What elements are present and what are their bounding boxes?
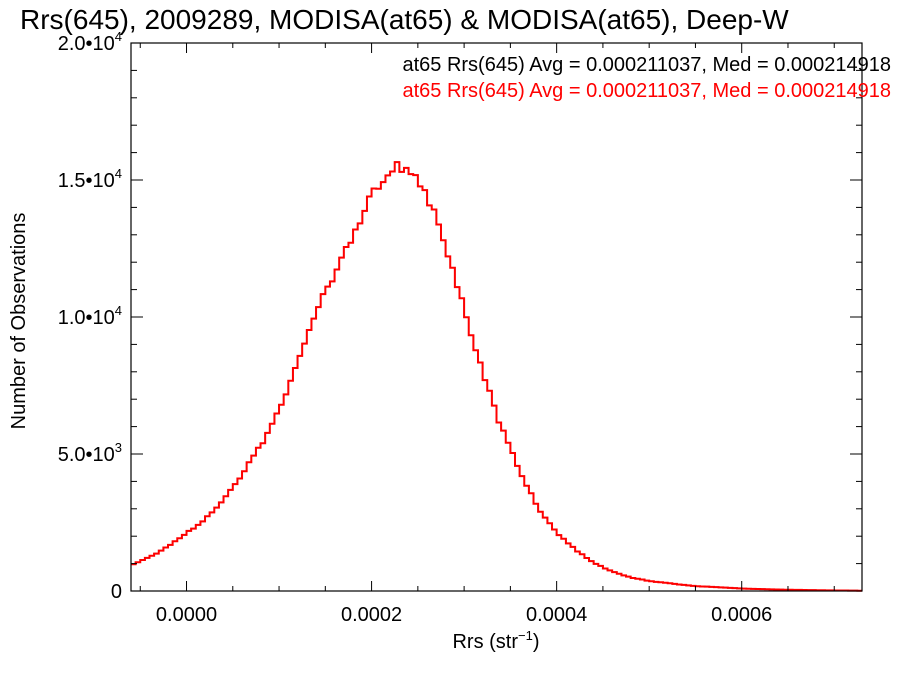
x-tick-label-0: 0.0000 — [156, 604, 217, 626]
x-axis-title-close: ) — [533, 631, 540, 653]
y-tick-label-1: 5.0•103 — [58, 440, 122, 466]
annotations: at65 Rrs(645) Avg = 0.000211037, Med = 0… — [402, 54, 891, 102]
plot-frame — [130, 42, 863, 592]
series-0-step-line — [131, 161, 862, 592]
y-tick-label-3: 1.5•104 — [58, 166, 122, 192]
y-axis: 0 5.0•103 1.0•104 1.5•104 2.0•104 — [58, 29, 862, 603]
series-1-step-line — [131, 161, 862, 592]
x-axis-title: Rrs (str−1) — [452, 628, 539, 653]
x-axis-title-base: Rrs (str — [452, 631, 518, 653]
x-tick-label-1: 0.0002 — [341, 604, 402, 626]
y-axis-title: Number of Observations — [8, 213, 30, 430]
series-layer — [131, 161, 862, 592]
chart-title: Rrs(645), 2009289, MODISA(at65) & MODISA… — [20, 4, 789, 35]
x-tick-label-2: 0.0004 — [526, 604, 587, 626]
y-tick-label-2: 1.0•104 — [58, 303, 122, 329]
annotation-1: at65 Rrs(645) Avg = 0.000211037, Med = 0… — [402, 80, 891, 102]
y-tick-label-4: 2.0•104 — [58, 29, 122, 55]
y-tick-label-0: 0 — [111, 581, 122, 603]
annotation-0: at65 Rrs(645) Avg = 0.000211037, Med = 0… — [402, 54, 891, 76]
x-tick-label-3: 0.0006 — [711, 604, 772, 626]
x-axis: 0.0000 0.0002 0.0004 0.0006 — [139, 43, 835, 626]
x-axis-title-exp: −1 — [518, 628, 533, 643]
